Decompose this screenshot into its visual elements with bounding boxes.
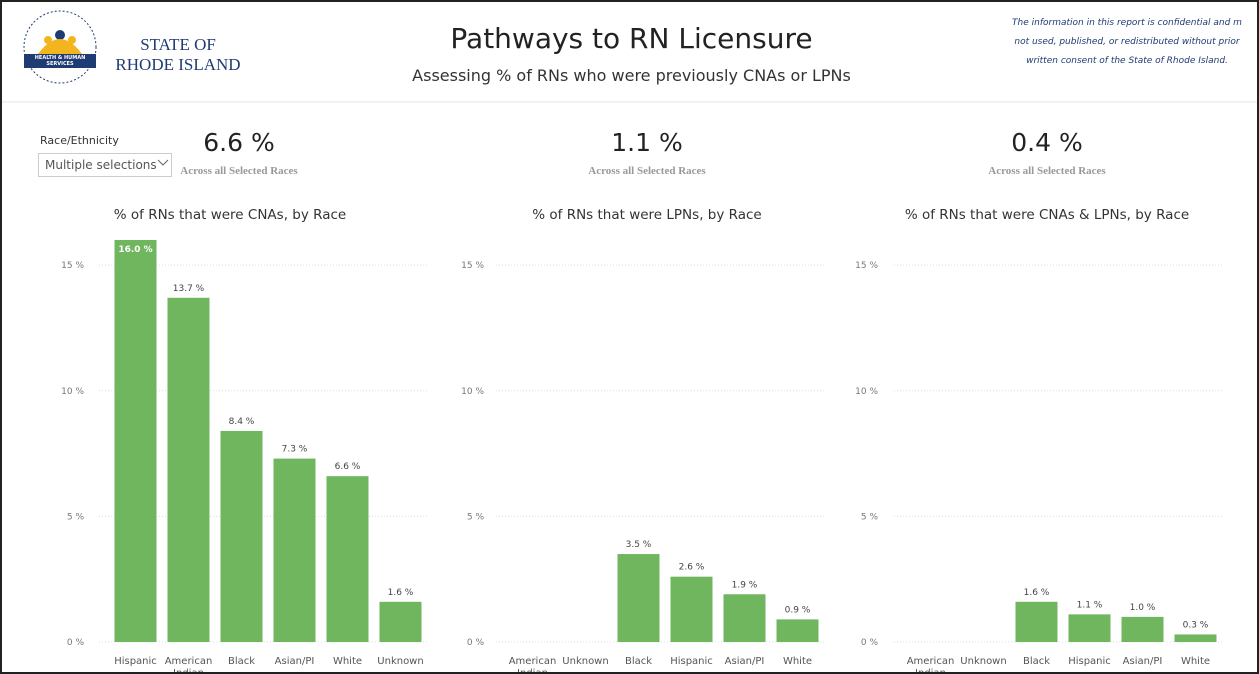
x-tick-label: Unknown bbox=[377, 656, 424, 667]
x-tick-label: Unknown bbox=[562, 656, 609, 667]
data-label: 1.1 % bbox=[1077, 600, 1103, 610]
data-label: 1.9 % bbox=[732, 580, 758, 590]
data-label: 3.5 % bbox=[626, 540, 652, 550]
logo-text: HEALTH & HUMAN SERVICES bbox=[34, 55, 86, 67]
x-tick-label: Hispanic bbox=[670, 656, 713, 667]
bar bbox=[1121, 616, 1164, 642]
y-tick-label: 0 % bbox=[467, 638, 485, 648]
x-tick-label: Asian/PI bbox=[724, 656, 765, 667]
bar bbox=[1068, 614, 1111, 642]
chart-title: % of RNs that were CNAs & LPNs, by Race bbox=[904, 207, 1190, 223]
state-line: RHODE ISLAND bbox=[115, 55, 241, 74]
x-tick-label: Asian/PI bbox=[1122, 656, 1163, 667]
bar bbox=[617, 554, 660, 642]
kpi-caption: Across all Selected Races bbox=[988, 165, 1106, 177]
slicer-label: Race/Ethnicity bbox=[40, 134, 119, 147]
y-tick-label: 5 % bbox=[67, 512, 85, 522]
y-tick-label: 5 % bbox=[467, 512, 485, 522]
data-label: 1.6 % bbox=[1024, 588, 1050, 598]
y-tick-label: 10 % bbox=[855, 387, 878, 397]
x-tick-label: Hispanic bbox=[1068, 656, 1111, 667]
y-tick-label: 0 % bbox=[67, 638, 85, 648]
x-tick-label: Hispanic bbox=[114, 656, 157, 667]
x-tick-label: American Indian bbox=[906, 656, 955, 674]
data-label: 1.0 % bbox=[1130, 603, 1156, 613]
kpi-caption: Across all Selected Races bbox=[180, 165, 298, 177]
x-tick-label: Asian/PI bbox=[274, 656, 315, 667]
bar bbox=[273, 458, 316, 642]
data-label: 0.9 % bbox=[785, 605, 811, 615]
data-label: 1.6 % bbox=[388, 588, 414, 598]
data-label: 8.4 % bbox=[229, 417, 255, 427]
x-tick-label: Black bbox=[624, 656, 653, 667]
bar bbox=[1015, 601, 1058, 642]
disclaimer: The information in this report is confid… bbox=[1012, 18, 1242, 28]
kpi-caption: Across all Selected Races bbox=[588, 165, 706, 177]
bar bbox=[379, 601, 422, 642]
chart-title: % of RNs that were LPNs, by Race bbox=[532, 207, 762, 223]
state-line: STATE OF bbox=[140, 35, 216, 54]
y-tick-label: 10 % bbox=[61, 387, 84, 397]
y-tick-label: 10 % bbox=[461, 387, 484, 397]
dropdown-arrow bbox=[157, 159, 169, 166]
x-tick-label: Black bbox=[227, 656, 256, 667]
data-label: 0.3 % bbox=[1183, 620, 1209, 630]
x-tick-label: Black bbox=[1022, 656, 1051, 667]
chart-title: % of RNs that were CNAs, by Race bbox=[113, 207, 347, 223]
bar bbox=[114, 240, 157, 642]
x-tick-label: Unknown bbox=[960, 656, 1007, 667]
y-tick-label: 15 % bbox=[461, 261, 484, 271]
y-tick-label: 15 % bbox=[855, 261, 878, 271]
bar bbox=[326, 476, 369, 642]
subtitle: Assessing % of RNs who were previously C… bbox=[412, 66, 851, 85]
x-tick-label: White bbox=[782, 656, 813, 667]
disclaimer: written consent of the State of Rhode Is… bbox=[1026, 56, 1228, 66]
x-tick-label: American Indian bbox=[164, 656, 213, 674]
title: Pathways to RN Licensure bbox=[450, 22, 813, 55]
y-tick-label: 15 % bbox=[61, 261, 84, 271]
data-label: 13.7 % bbox=[173, 284, 205, 294]
slicer-dropdown[interactable]: Multiple selections bbox=[38, 153, 172, 177]
bar bbox=[1174, 634, 1217, 642]
bar bbox=[776, 619, 819, 642]
data-label: 6.6 % bbox=[335, 462, 361, 472]
kpi-value: 6.6 % bbox=[203, 128, 275, 157]
bar bbox=[670, 576, 713, 642]
y-tick-label: 0 % bbox=[861, 638, 879, 648]
bar bbox=[167, 297, 210, 642]
data-label: 16.0 % bbox=[118, 245, 152, 255]
bar bbox=[723, 594, 766, 642]
data-label: 2.6 % bbox=[679, 563, 705, 573]
x-tick-label: White bbox=[1180, 656, 1211, 667]
x-tick-label: White bbox=[332, 656, 363, 667]
y-tick-label: 5 % bbox=[861, 512, 879, 522]
bar bbox=[220, 430, 263, 642]
disclaimer: not used, published, or redistributed wi… bbox=[1014, 37, 1240, 47]
logo bbox=[23, 10, 97, 84]
kpi-value: 0.4 % bbox=[1011, 128, 1083, 157]
data-label: 7.3 % bbox=[282, 445, 308, 455]
kpi-value: 1.1 % bbox=[611, 128, 683, 157]
x-tick-label: American Indian bbox=[508, 656, 557, 674]
